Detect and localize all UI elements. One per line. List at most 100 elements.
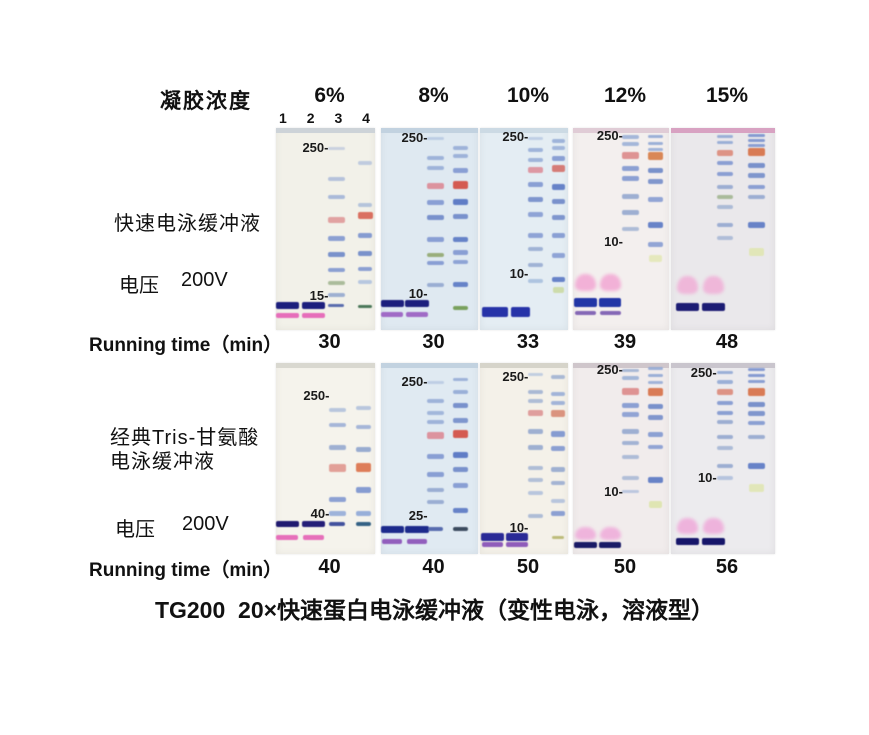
gel-concentration-row-label: 凝胶浓度 — [160, 90, 252, 113]
running-time-value: 33 — [516, 331, 540, 353]
mw-label: 25- — [408, 507, 428, 523]
gel-band — [551, 277, 565, 283]
gel-band — [505, 532, 529, 541]
gel-band — [327, 194, 345, 199]
gel-band — [427, 380, 444, 384]
gel-band — [716, 410, 734, 415]
gel-band — [747, 421, 765, 426]
gel-band — [327, 216, 345, 223]
gel-band — [527, 247, 544, 252]
gel-band — [622, 194, 639, 200]
gel-band — [452, 417, 469, 423]
gel-band — [551, 467, 566, 473]
gel-band — [551, 215, 565, 221]
buffer-label-fast: 快速电泳缓冲液 — [114, 212, 261, 236]
gel-band — [427, 252, 444, 257]
gel-photo: 250- 10- — [380, 128, 478, 330]
gel-band — [380, 300, 404, 308]
gel-band — [427, 488, 444, 492]
gel-band — [647, 414, 664, 420]
gel-band — [427, 527, 444, 532]
gel-band — [551, 410, 566, 418]
gel-band — [647, 197, 664, 203]
gel-band — [381, 539, 403, 545]
gel-band — [648, 500, 663, 508]
gel-band — [427, 182, 444, 189]
gel-band — [453, 527, 468, 532]
gel-band — [452, 214, 469, 220]
running-time-value: 40 — [422, 556, 445, 578]
gel-band — [551, 401, 566, 406]
gel-band — [527, 182, 544, 188]
running-time-value: 50 — [516, 556, 540, 578]
mw-label: 10- — [408, 285, 428, 301]
gel-band — [622, 368, 639, 372]
gel-band — [452, 146, 469, 151]
gel-band — [327, 268, 345, 273]
running-time-value: 30 — [318, 331, 341, 353]
gel-photo: 250- 15- — [275, 128, 375, 330]
gel-band — [647, 221, 664, 228]
gel-band — [622, 490, 639, 494]
gel-band — [551, 199, 565, 205]
gel-band — [275, 521, 300, 528]
gel-band — [427, 237, 444, 243]
gel-band — [328, 497, 346, 503]
gel-photo: 250- 10- — [573, 362, 669, 554]
running-time-value: 50 — [613, 556, 637, 578]
mw-label: 40- — [310, 505, 330, 521]
concentration-label: 10% — [506, 84, 550, 107]
gel-band — [622, 151, 639, 159]
gel-band — [329, 522, 346, 527]
gel-band — [452, 466, 469, 472]
gel-band — [551, 446, 566, 452]
gel-band — [527, 158, 544, 163]
lane-number: 1 — [279, 110, 287, 126]
gel-band — [527, 212, 544, 218]
gel-band — [575, 310, 596, 315]
gel-band — [358, 279, 373, 284]
running-time-value: 30 — [422, 331, 445, 353]
gel-band — [452, 180, 469, 189]
gel-well-strip — [671, 363, 775, 368]
gel-band — [301, 301, 326, 309]
lane-number: 3 — [334, 110, 343, 126]
gel-band — [427, 136, 444, 140]
gel-band — [551, 146, 565, 151]
gel-band — [527, 399, 544, 404]
gel-band — [622, 135, 639, 140]
concentration-label: 12% — [603, 84, 647, 107]
gel-band — [716, 135, 734, 139]
running-time-label-row1: Running time（min） — [89, 335, 283, 356]
gel-band — [716, 420, 734, 425]
gel-band — [452, 402, 469, 408]
gel-band — [427, 472, 444, 478]
running-time-value: 40 — [318, 556, 341, 578]
sample-blob — [574, 274, 597, 292]
gel-band — [749, 484, 764, 493]
gel-band — [647, 380, 664, 384]
gel-band — [647, 134, 664, 138]
gel-band — [427, 420, 444, 425]
gel-band — [427, 410, 444, 415]
gel-band — [647, 367, 664, 371]
gel-band — [647, 147, 664, 151]
gel-band — [527, 136, 544, 140]
gel-band — [716, 184, 734, 189]
gel-band — [747, 387, 765, 396]
gel-band — [327, 251, 345, 257]
gel-band — [647, 141, 664, 145]
gel-well-strip — [480, 128, 568, 133]
gel-band — [355, 424, 371, 429]
sample-blob — [702, 518, 724, 535]
gel-band — [452, 282, 469, 288]
buffer-label-classic-line2: 电泳缓冲液 — [110, 451, 215, 473]
gel-photo — [671, 128, 775, 330]
buffer-label-fast-line1: 快速电泳缓冲液 — [114, 213, 261, 235]
gel-band — [716, 150, 734, 157]
gel-band — [747, 368, 765, 372]
gel-well-strip — [480, 363, 568, 368]
gel-band — [427, 215, 444, 221]
gel-band — [452, 198, 469, 205]
gel-band — [551, 498, 566, 503]
